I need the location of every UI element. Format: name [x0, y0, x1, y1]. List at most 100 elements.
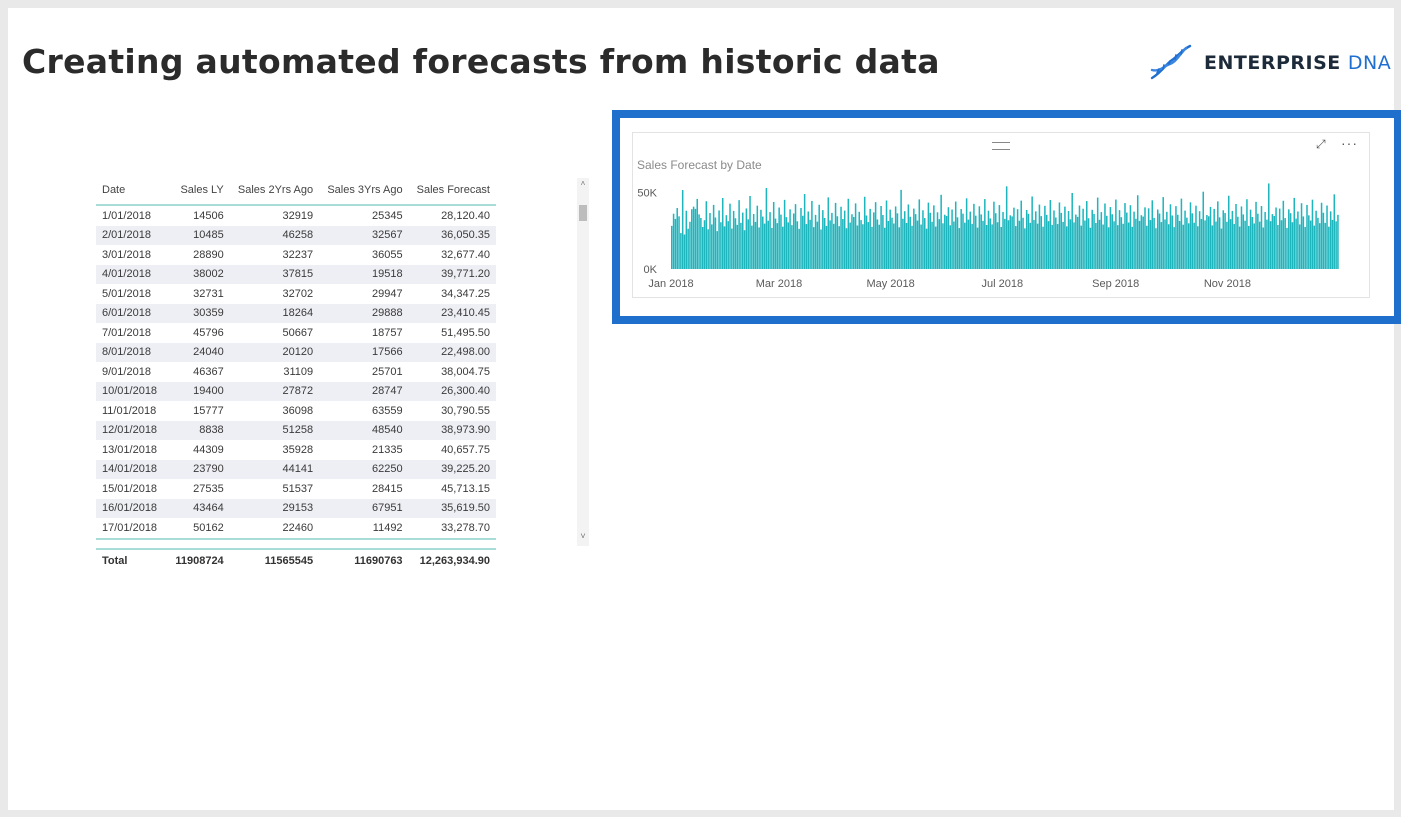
- chart-bar[interactable]: [816, 221, 819, 269]
- chart-bar[interactable]: [1207, 216, 1210, 269]
- chart-bar[interactable]: [1182, 224, 1184, 269]
- chart-bar[interactable]: [1015, 226, 1017, 269]
- chart-bar[interactable]: [1156, 209, 1159, 269]
- chart-bar[interactable]: [747, 219, 749, 269]
- chart-bar[interactable]: [767, 220, 769, 269]
- chart-bar[interactable]: [827, 197, 830, 269]
- chart-bar[interactable]: [994, 213, 997, 269]
- chart-bar[interactable]: [1160, 222, 1163, 269]
- chart-bar[interactable]: [1089, 227, 1092, 269]
- chart-bar[interactable]: [998, 205, 1001, 269]
- chart-bar[interactable]: [1040, 216, 1043, 269]
- chart-bar[interactable]: [1268, 183, 1270, 269]
- chart-bar[interactable]: [920, 224, 922, 269]
- chart-bar[interactable]: [974, 215, 977, 269]
- chart-bar[interactable]: [1273, 215, 1275, 269]
- chart-bar[interactable]: [1146, 225, 1148, 269]
- chart-bar[interactable]: [1173, 227, 1175, 269]
- drag-handle-icon[interactable]: [992, 142, 1010, 150]
- chart-bar[interactable]: [1335, 221, 1337, 269]
- chart-bar[interactable]: [811, 200, 813, 269]
- chart-bar[interactable]: [907, 204, 910, 269]
- chart-bar[interactable]: [1155, 228, 1157, 269]
- chart-bar[interactable]: [798, 228, 800, 269]
- chart-bar[interactable]: [1102, 224, 1104, 269]
- scroll-up-icon[interactable]: ˄: [580, 179, 586, 188]
- chart-bar[interactable]: [1278, 208, 1281, 269]
- chart-bar[interactable]: [1113, 221, 1115, 269]
- chart-bar[interactable]: [851, 214, 853, 269]
- chart-bar[interactable]: [696, 198, 698, 269]
- chart-bar[interactable]: [672, 213, 675, 269]
- chart-bar[interactable]: [831, 212, 833, 269]
- chart-bar[interactable]: [776, 223, 779, 269]
- column-header[interactable]: Sales Forecast: [408, 176, 496, 206]
- chart-bar[interactable]: [1122, 223, 1124, 269]
- chart-bar[interactable]: [834, 202, 837, 269]
- chart-bar[interactable]: [727, 221, 729, 269]
- chart-bar[interactable]: [681, 190, 684, 269]
- chart-bar[interactable]: [1018, 220, 1021, 269]
- chart-bar[interactable]: [754, 221, 757, 269]
- chart-bar[interactable]: [785, 217, 788, 269]
- chart-bar[interactable]: [1162, 197, 1164, 269]
- chart-bar[interactable]: [1247, 225, 1250, 269]
- chart-bar[interactable]: [1111, 214, 1113, 269]
- chart-bar[interactable]: [949, 225, 952, 269]
- chart-bar[interactable]: [876, 219, 879, 269]
- chart-bar[interactable]: [1149, 220, 1152, 269]
- chart-bar[interactable]: [1298, 224, 1301, 269]
- chart-bar[interactable]: [1297, 211, 1299, 270]
- chart-bar[interactable]: [1189, 202, 1192, 269]
- chart-bar[interactable]: [996, 222, 999, 269]
- chart-bar[interactable]: [1220, 228, 1223, 269]
- chart-bar[interactable]: [1166, 211, 1168, 269]
- chart-bar[interactable]: [832, 223, 835, 269]
- chart-bar[interactable]: [1213, 208, 1215, 269]
- chart-bar[interactable]: [1002, 211, 1004, 269]
- chart-bar[interactable]: [1257, 213, 1259, 269]
- chart-bar[interactable]: [1065, 226, 1068, 269]
- chart-bar[interactable]: [1167, 224, 1170, 269]
- chart-bar[interactable]: [940, 194, 942, 269]
- chart-bar[interactable]: [874, 202, 877, 269]
- chart-bar[interactable]: [1118, 210, 1121, 269]
- chart-bar[interactable]: [700, 217, 702, 269]
- chart-bar[interactable]: [873, 212, 875, 269]
- chart-bar[interactable]: [893, 223, 895, 269]
- chart-bar[interactable]: [1258, 221, 1261, 269]
- chart-bar[interactable]: [863, 196, 866, 269]
- chart-bar[interactable]: [889, 209, 891, 269]
- chart-bar[interactable]: [1175, 206, 1177, 269]
- chart-bar[interactable]: [1211, 225, 1214, 269]
- chart-bar[interactable]: [1131, 226, 1134, 269]
- chart-bar[interactable]: [944, 214, 946, 269]
- chart-bar[interactable]: [814, 214, 817, 269]
- chart-bar[interactable]: [1227, 195, 1230, 269]
- chart-bar[interactable]: [1226, 221, 1228, 269]
- chart-bar[interactable]: [1242, 214, 1245, 269]
- chart-bar[interactable]: [1133, 211, 1135, 269]
- chart-bar[interactable]: [1177, 214, 1179, 269]
- chart-bar[interactable]: [858, 211, 860, 269]
- chart-bar[interactable]: [1280, 220, 1283, 269]
- chart-bar[interactable]: [1169, 204, 1172, 269]
- chart-bar[interactable]: [1082, 208, 1084, 269]
- chart-bar[interactable]: [1191, 213, 1194, 269]
- chart-bar[interactable]: [714, 217, 717, 269]
- chart-bar[interactable]: [1204, 220, 1206, 269]
- chart-bar[interactable]: [1217, 201, 1219, 269]
- chart-bar[interactable]: [703, 220, 706, 269]
- chart-bar[interactable]: [698, 214, 700, 269]
- chart-bar[interactable]: [956, 217, 959, 269]
- chart-bar[interactable]: [1045, 214, 1048, 269]
- chart-bar[interactable]: [967, 219, 970, 269]
- chart-bar[interactable]: [1180, 198, 1183, 269]
- chart-bar[interactable]: [1076, 216, 1079, 269]
- chart-bar[interactable]: [1222, 210, 1225, 269]
- chart-bar[interactable]: [792, 213, 795, 269]
- chart-bar[interactable]: [962, 213, 964, 269]
- chart-bar[interactable]: [692, 206, 695, 269]
- chart-bar[interactable]: [723, 226, 726, 269]
- chart-bar[interactable]: [1308, 215, 1310, 269]
